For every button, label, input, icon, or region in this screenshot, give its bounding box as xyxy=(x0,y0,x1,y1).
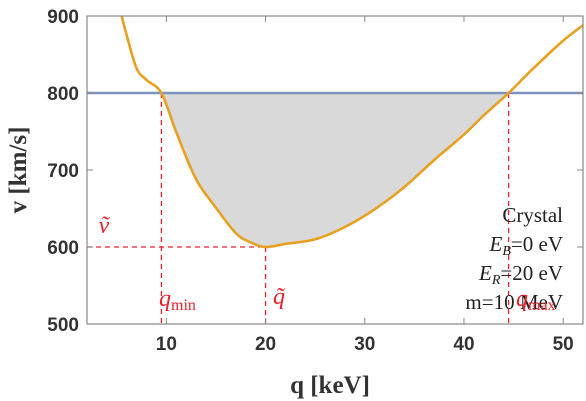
x-axis-title: q [keV] xyxy=(290,372,370,399)
v-tilde-label: ṽ xyxy=(99,213,111,239)
annotation-eb-subscript: B xyxy=(502,244,511,259)
annotation-er-symbol: E xyxy=(478,261,492,285)
q-min-label: qmin xyxy=(159,286,196,314)
y-tick-label: 500 xyxy=(47,315,79,336)
curve-layer xyxy=(120,16,583,249)
y-tick-label: 700 xyxy=(47,161,79,182)
q-min-symbol: q xyxy=(159,286,171,312)
x-tick-label: 30 xyxy=(354,334,375,355)
y-tick-label: 600 xyxy=(47,238,79,259)
shaded-region-layer xyxy=(161,93,509,248)
annotation-box: Crystal EB=0 eV ER=20 eV m=10 MeV xyxy=(465,203,563,314)
q-min-subscript: min xyxy=(171,297,196,314)
v-min-curve xyxy=(120,16,583,249)
ticks-layer: 10 20 30 40 50 500 600 700 800 900 xyxy=(47,7,583,355)
marker-lines-layer xyxy=(87,93,510,324)
annotation-er-value: =20 eV xyxy=(500,261,563,285)
shaded-region xyxy=(161,93,509,248)
x-tick-label: 20 xyxy=(255,334,276,355)
q-max-subscript: max xyxy=(528,297,556,314)
annotation-er-subscript: R xyxy=(491,273,501,288)
annotation-er: ER=20 eV xyxy=(478,261,563,288)
x-tick-label: 10 xyxy=(156,334,177,355)
annotation-crystal: Crystal xyxy=(502,203,563,227)
x-tick-label: 50 xyxy=(553,334,574,355)
q-tilde-label: q̃ xyxy=(273,284,285,310)
y-tick-label: 800 xyxy=(47,84,79,105)
y-tick-label: 900 xyxy=(47,7,79,28)
marker-labels: ṽ qmin q̃ qmax xyxy=(99,213,556,314)
annotation-mass: m=10 MeV xyxy=(465,290,563,314)
x-tick-label: 40 xyxy=(453,334,474,355)
q-max-symbol: q xyxy=(516,286,528,312)
annotation-eb-symbol: E xyxy=(489,232,503,256)
annotation-eb-value: =0 eV xyxy=(511,232,563,256)
annotation-eb: EB=0 eV xyxy=(489,232,563,259)
q-max-label: qmax xyxy=(516,286,556,314)
y-axis-title: v [km/s] xyxy=(5,127,32,214)
